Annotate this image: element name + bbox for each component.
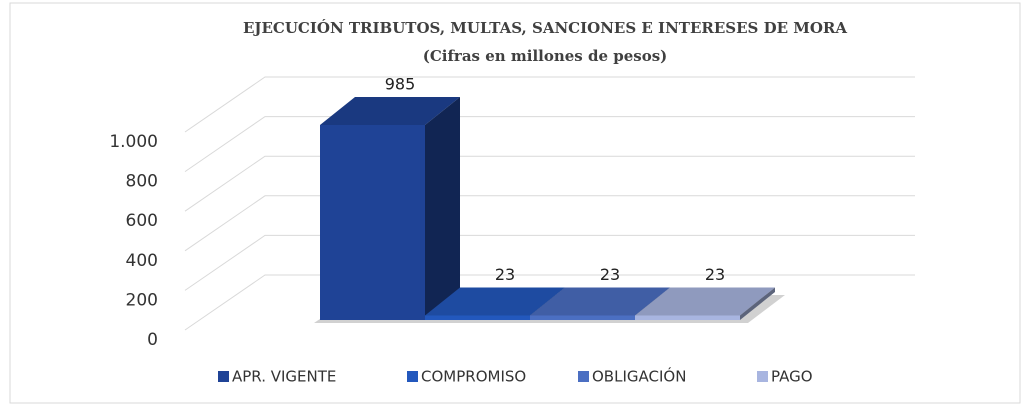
bar-side <box>425 96 460 320</box>
chart-border <box>9 2 1021 404</box>
y-tick-label: 0 <box>147 330 158 350</box>
legend-swatch <box>218 371 229 382</box>
grid-line <box>184 76 915 133</box>
data-label: 23 <box>705 265 725 284</box>
legend-swatch <box>407 371 418 382</box>
legend-label: OBLIGACIÓN <box>592 367 686 386</box>
legend-swatch <box>757 371 768 382</box>
bar-front <box>530 315 635 320</box>
data-label: 985 <box>385 74 416 93</box>
y-tick-label: 400 <box>126 251 158 271</box>
bar-top <box>320 96 460 125</box>
y-tick-label: 600 <box>126 211 158 231</box>
bar-front <box>320 124 425 320</box>
data-label: 23 <box>495 265 515 284</box>
grid-line <box>184 155 915 212</box>
grid-line <box>184 195 915 252</box>
grid-line <box>184 234 915 291</box>
chart-subtitle: (Cifras en millones de pesos) <box>423 47 668 65</box>
legend-label: COMPROMISO <box>421 368 526 386</box>
bar-top <box>425 287 565 316</box>
bar-front <box>425 315 530 320</box>
legend-label: PAGO <box>771 368 813 386</box>
legend-swatch <box>578 371 589 382</box>
grid-line <box>184 274 915 331</box>
y-tick-label: 1.000 <box>109 132 158 152</box>
data-label: 23 <box>600 265 620 284</box>
bar-front <box>635 315 740 320</box>
grid-line <box>184 116 915 173</box>
legend-label: APR. VIGENTE <box>232 368 336 386</box>
y-tick-label: 800 <box>126 172 158 192</box>
bar-top <box>530 287 670 316</box>
y-tick-label: 200 <box>126 290 158 310</box>
chart-title: EJECUCIÓN TRIBUTOS, MULTAS, SANCIONES E … <box>243 19 847 37</box>
bar-side <box>740 287 775 320</box>
bar-top <box>635 287 775 316</box>
